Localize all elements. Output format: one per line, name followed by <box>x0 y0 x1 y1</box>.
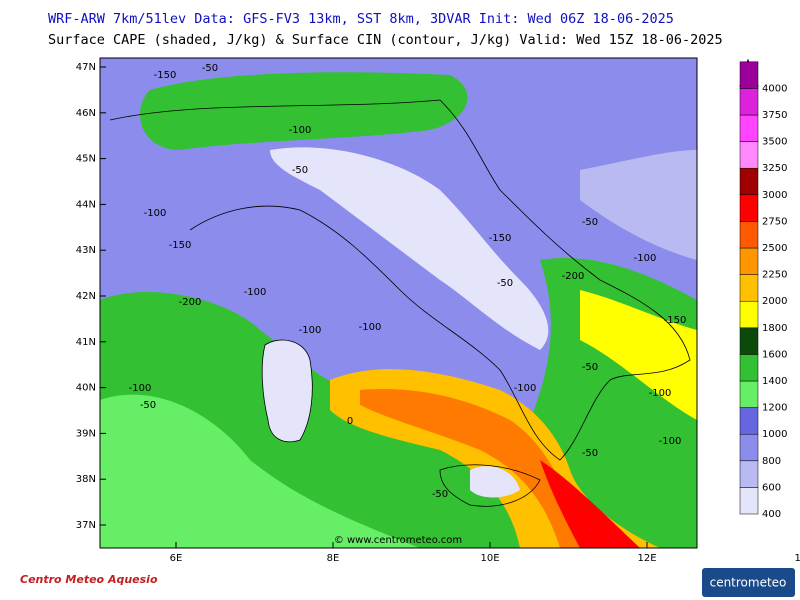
colorbar-band <box>739 114 759 142</box>
colorbar-band <box>739 194 759 222</box>
contour-label: -50 <box>292 165 308 176</box>
left-logo: Centro Meteo Aquesio <box>20 573 158 586</box>
colorbar-label: 3250 <box>762 163 787 174</box>
contour-label: -100 <box>659 436 682 447</box>
lon-label: 12E <box>637 553 656 564</box>
contour-label: -200 <box>179 297 202 308</box>
colorbar-label: 1200 <box>762 403 787 414</box>
lat-label: 45N <box>76 154 96 165</box>
contour-label: -100 <box>144 208 167 219</box>
colorbar-band <box>739 247 759 275</box>
contour-label: -100 <box>299 325 322 336</box>
contour-label: -50 <box>582 362 598 373</box>
lat-label: 37N <box>76 520 96 531</box>
lon-label: 6E <box>170 553 183 564</box>
contour-label: -50 <box>582 217 598 228</box>
lon-label: 8E <box>327 553 340 564</box>
colorbar-band <box>739 487 759 515</box>
contour-label: -100 <box>129 383 152 394</box>
lat-label: 39N <box>76 428 96 439</box>
contour-label: -200 <box>562 271 585 282</box>
contour-label: -100 <box>514 383 537 394</box>
colorbar-label: 1600 <box>762 349 787 360</box>
colorbar-label: 800 <box>762 456 781 467</box>
colorbar-band <box>739 327 759 355</box>
lat-label: 42N <box>76 291 96 302</box>
colorbar-label: 1400 <box>762 376 787 387</box>
contour-label: -100 <box>244 287 267 298</box>
lat-label: 47N <box>76 62 96 73</box>
contour-label: -50 <box>582 448 598 459</box>
colorbar-label: 3000 <box>762 190 787 201</box>
header-line: WRF-ARW 7km/51lev Data: GFS-FV3 13km, SS… <box>48 11 674 27</box>
lat-label: 38N <box>76 474 96 485</box>
colorbar-label: 1800 <box>762 323 787 334</box>
colorbar-band <box>739 141 759 169</box>
lon-label: 14E <box>794 553 800 564</box>
lon-label: 10E <box>480 553 499 564</box>
colorbar-label: 2000 <box>762 296 787 307</box>
colorbar-band <box>739 300 759 329</box>
colorbar-label: 3750 <box>762 110 787 121</box>
contour-label: -50 <box>202 63 218 74</box>
header-line: Surface CAPE (shaded, J/kg) & Surface CI… <box>48 32 723 48</box>
colorbar-label: 2750 <box>762 216 787 227</box>
coastlines <box>109 99 691 507</box>
colorbar-band <box>739 167 759 196</box>
colorbar-band <box>739 274 759 302</box>
cape-field <box>100 58 697 548</box>
colorbar-label: 3500 <box>762 137 787 148</box>
lat-label: 41N <box>76 337 96 348</box>
contour-label: -150 <box>664 315 687 326</box>
colorbar-label: 2250 <box>762 270 787 281</box>
contour-label: 0 <box>347 416 353 427</box>
contour-label: -150 <box>169 240 192 251</box>
contour-label: -50 <box>432 489 448 500</box>
lat-label: 43N <box>76 245 96 256</box>
colorbar-band <box>739 380 759 408</box>
right-logo-box <box>702 568 795 597</box>
contour-label: -50 <box>140 400 156 411</box>
watermark: © www.centrometeo.com <box>334 535 462 546</box>
contour-label: -100 <box>289 125 312 136</box>
colorbar-band <box>739 61 759 89</box>
lat-label: 46N <box>76 108 96 119</box>
contour-label: -100 <box>359 322 382 333</box>
colorbar-band <box>739 407 759 435</box>
colorbar-band <box>739 88 759 116</box>
colorbar-label: 600 <box>762 482 781 493</box>
colorbar-band <box>739 221 759 249</box>
contour-label: -100 <box>634 253 657 264</box>
map-frame <box>99 57 698 549</box>
contour-label: -100 <box>649 388 672 399</box>
colorbar-label: 1000 <box>762 429 787 440</box>
colorbar-label: 400 <box>762 509 781 520</box>
contour-label: -150 <box>154 70 177 81</box>
lat-label: 40N <box>76 383 96 394</box>
colorbar-label: 2500 <box>762 243 787 254</box>
colorbar-label: 4000 <box>762 83 787 94</box>
contour-label: -150 <box>489 233 512 244</box>
right-logo: centrometeo <box>710 576 787 590</box>
lat-label: 44N <box>76 199 96 210</box>
colorbar-band <box>739 433 759 462</box>
colorbar-band <box>739 460 759 488</box>
contour-label: -50 <box>497 278 513 289</box>
colorbar-band <box>739 354 759 382</box>
